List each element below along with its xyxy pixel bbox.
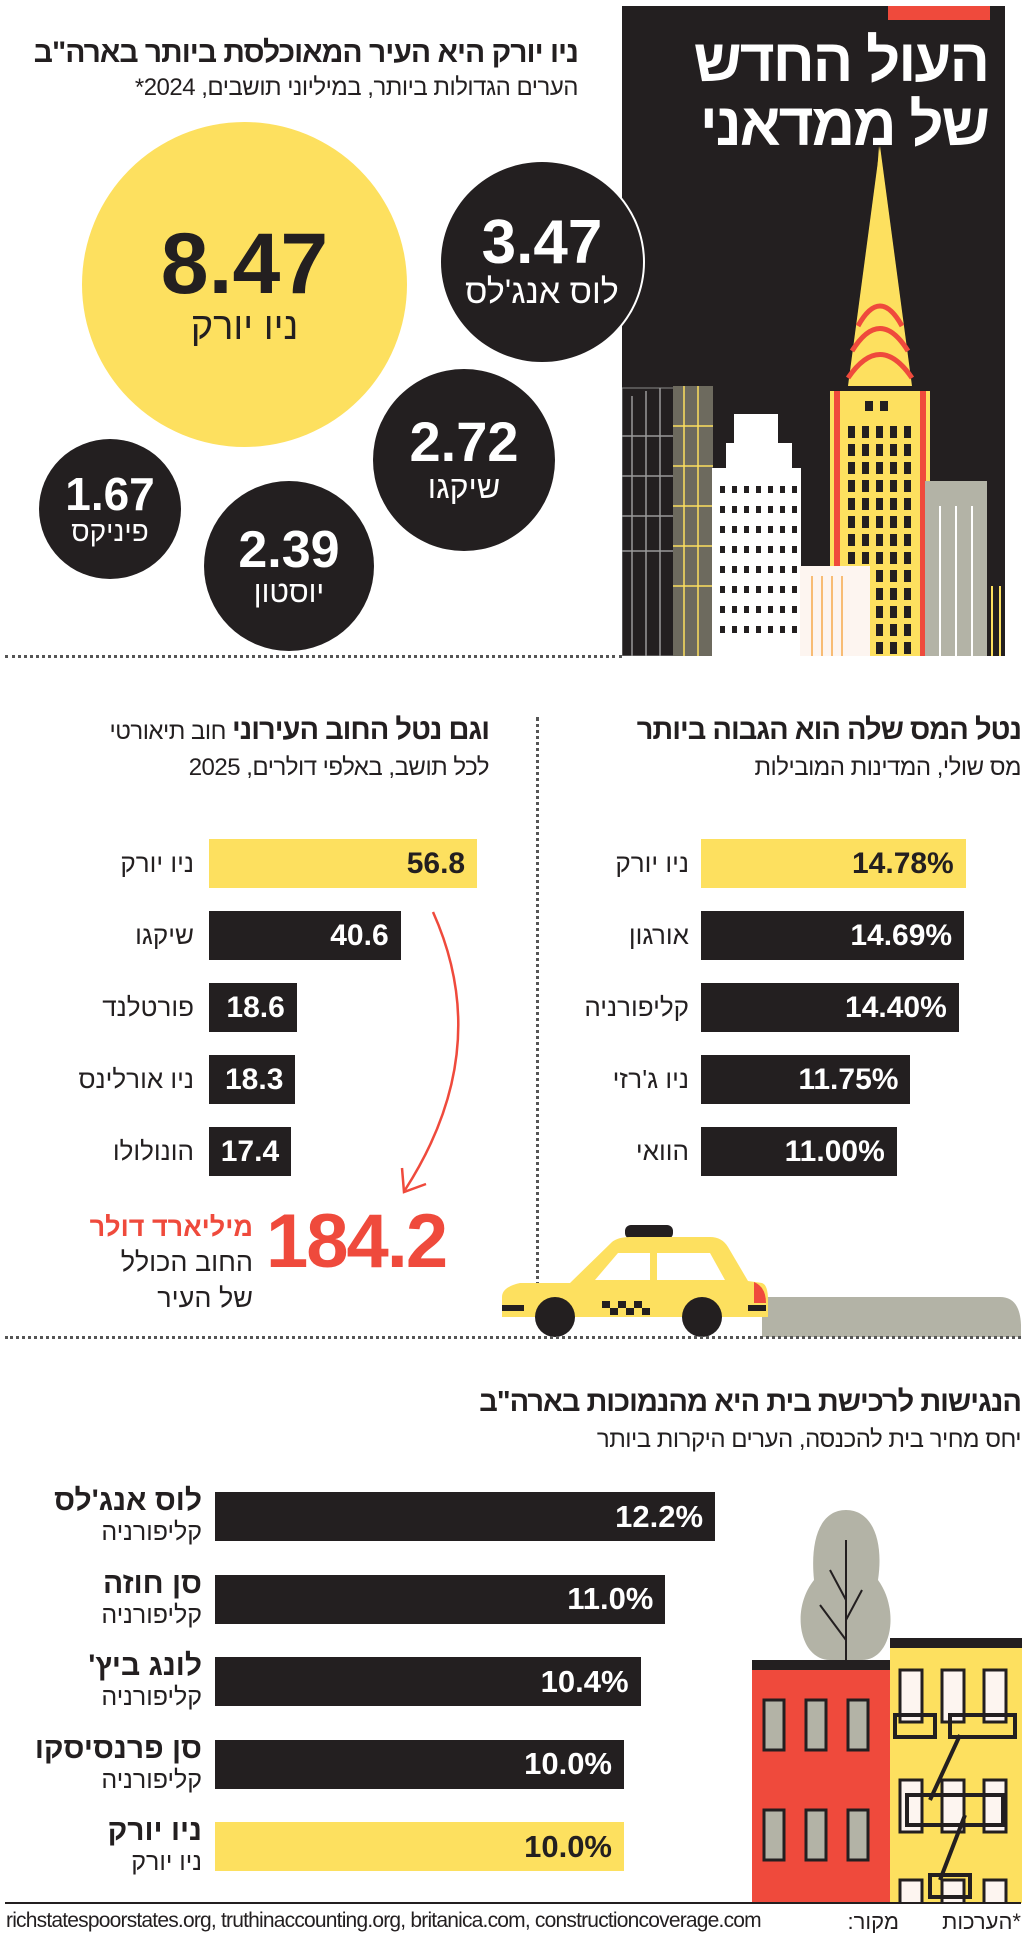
debt-title-rest: חוב תיאורטי: [109, 718, 233, 745]
grid-building: [622, 386, 713, 656]
bar-value-label: 10.0%: [524, 1828, 612, 1864]
bar-category-label: ניו אורלינס: [78, 1064, 194, 1094]
bar-category-label: אורגון: [628, 920, 689, 950]
bubble-value: 1.67: [65, 467, 155, 520]
footer-source-label: מקור:: [847, 1909, 899, 1934]
debt-title-bold: וגם נטל החוב העירוני: [232, 714, 490, 746]
bar: 11.0%: [215, 1574, 666, 1624]
bubble-label: לוס אנג'לס: [465, 273, 619, 312]
debt-total-value: 184.2: [266, 1199, 448, 1284]
bar-value-label: 18.3: [224, 1062, 284, 1096]
bar-category-label: הוואי: [635, 1136, 689, 1166]
main-title-line2: של ממדאני: [699, 91, 990, 158]
bubble-chicago: 2.72 שיקגו: [373, 369, 555, 551]
bubble-value: 3.47: [481, 208, 603, 278]
debt-total-line1: החוב הכולל: [120, 1247, 253, 1277]
bar-category-label: סן פרנסיסקו: [34, 1731, 202, 1765]
bar: 56.8: [209, 839, 478, 888]
bar-sublabel: ניו יורק: [131, 1848, 202, 1876]
bar-value-label: 17.4: [220, 1134, 280, 1168]
divider-top: [5, 655, 622, 658]
housing-subtitle: יחס מחיר בית להכנסה, הערים היקרות ביותר: [596, 1426, 1022, 1453]
bar-category-label: ניו יורק: [107, 1814, 202, 1847]
bar-category-label: ניו יורק: [615, 848, 689, 878]
bar-category-label: ניו יורק: [120, 848, 194, 878]
bar-category-label: לוס אנג'לס: [54, 1484, 202, 1517]
debt-total-unit: מיליארד דולר: [89, 1212, 253, 1242]
tax-title: נטל המס שלה הוא הגבוה ביותר: [636, 714, 1022, 746]
bar-value-label: 11.0%: [567, 1581, 654, 1616]
bar-category-label: פורטלנד: [102, 992, 194, 1022]
bubble-value: 2.39: [238, 520, 340, 579]
bar: 14.40%: [701, 983, 959, 1032]
bar: 18.6: [209, 983, 297, 1032]
bar: 17.4: [209, 1127, 292, 1176]
title-panel: העול החדש של ממדאני: [622, 6, 1005, 656]
bar-sublabel: קליפורניה: [101, 1518, 202, 1546]
footer-rule: [5, 1902, 1021, 1904]
bar-value-label: 14.78%: [851, 846, 954, 880]
bar-value-label: 10.4%: [540, 1663, 629, 1699]
bar-category-label: סן חוזה: [102, 1566, 202, 1600]
bar-value-label: 18.6: [226, 990, 285, 1024]
bar-category-label: שיקגו: [135, 920, 194, 950]
bubble-label: יוסטון: [253, 575, 325, 609]
bubble-houston: 2.39 יוסטון: [204, 481, 374, 651]
bar-value-label: 11.75%: [798, 1062, 899, 1096]
footer-note: *הערכות: [942, 1909, 1021, 1934]
bubble-phoenix: 1.67 פיניקס: [39, 439, 181, 579]
bar: 11.00%: [701, 1127, 897, 1176]
bar-category-label: הונולולו: [112, 1136, 194, 1166]
red-accent-bar: [888, 6, 990, 20]
bar-value-label: 14.40%: [845, 990, 947, 1024]
bar: 11.75%: [701, 1055, 911, 1104]
white-building: [712, 414, 801, 656]
population-title: ניו יורק היא העיר המאוכלסת ביותר בארה"ב: [33, 36, 579, 69]
bar: 40.6: [209, 911, 401, 960]
bar-value-label: 56.8: [406, 846, 466, 880]
arrow-icon: [400, 911, 460, 1194]
divider-bottom: [5, 1336, 1021, 1339]
gray-building: [800, 481, 1001, 656]
bar-sublabel: קליפורניה: [101, 1600, 202, 1629]
bar-category-label: ניו ג'רזי: [612, 1064, 689, 1094]
population-subtitle: הערים הגדולות ביותר, במיליוני תושבים, 20…: [134, 74, 579, 101]
bar-value-label: 11.00%: [784, 1134, 885, 1168]
bubble-label: פיניקס: [71, 515, 149, 547]
bubble-label: שיקגו: [427, 469, 501, 506]
bar: 14.78%: [701, 839, 966, 888]
bubble-los-angeles: 3.47 לוס אנג'לס: [439, 160, 645, 364]
divider-middle-vertical: [536, 717, 539, 1317]
bar-sublabel: קליפורניה: [101, 1765, 202, 1794]
bubble-new-york: 8.47 ניו יורק: [82, 122, 407, 447]
bar-category-label: קליפורניה: [584, 992, 689, 1022]
bar: 10.4%: [215, 1657, 641, 1706]
bar-value-label: 40.6: [330, 918, 389, 952]
bar: 18.3: [209, 1055, 296, 1104]
bar-category-label: לונג ביץ': [88, 1649, 202, 1682]
bubble-label: ניו יורק: [190, 305, 299, 348]
bubble-value: 8.47: [160, 215, 329, 312]
housing-title: הנגישות לרכישת בית היא מהנמוכות בארה"ב: [479, 1386, 1022, 1418]
bar: 10.0%: [215, 1739, 624, 1789]
bar-value-label: 14.69%: [850, 918, 953, 952]
debt-title: וגם נטל החוב העירוני חוב תיאורטי: [109, 714, 490, 747]
bar: 12.2%: [215, 1492, 716, 1541]
skyline-illustration: [622, 146, 1001, 656]
tax-subtitle: מס שולי, המדינות המובילות: [754, 754, 1021, 781]
bar: 10.0%: [215, 1822, 624, 1871]
buildings-illustration: [752, 1510, 1022, 1903]
debt-subtitle: לכל תושב, באלפי דולרים, 2025: [188, 754, 490, 781]
debt-total-line2: של העיר: [157, 1283, 253, 1313]
footer-sources: richstatespoorstates.org, truthinaccount…: [6, 1909, 762, 1932]
bar-value-label: 12.2%: [615, 1498, 704, 1534]
taxi-illustration: [502, 1225, 1021, 1337]
bar: 14.69%: [701, 911, 965, 960]
bar-value-label: 10.0%: [524, 1746, 612, 1781]
main-title-line1: העול החדש: [693, 27, 990, 94]
bar-sublabel: קליפורניה: [101, 1683, 202, 1711]
bubble-value: 2.72: [409, 410, 519, 474]
